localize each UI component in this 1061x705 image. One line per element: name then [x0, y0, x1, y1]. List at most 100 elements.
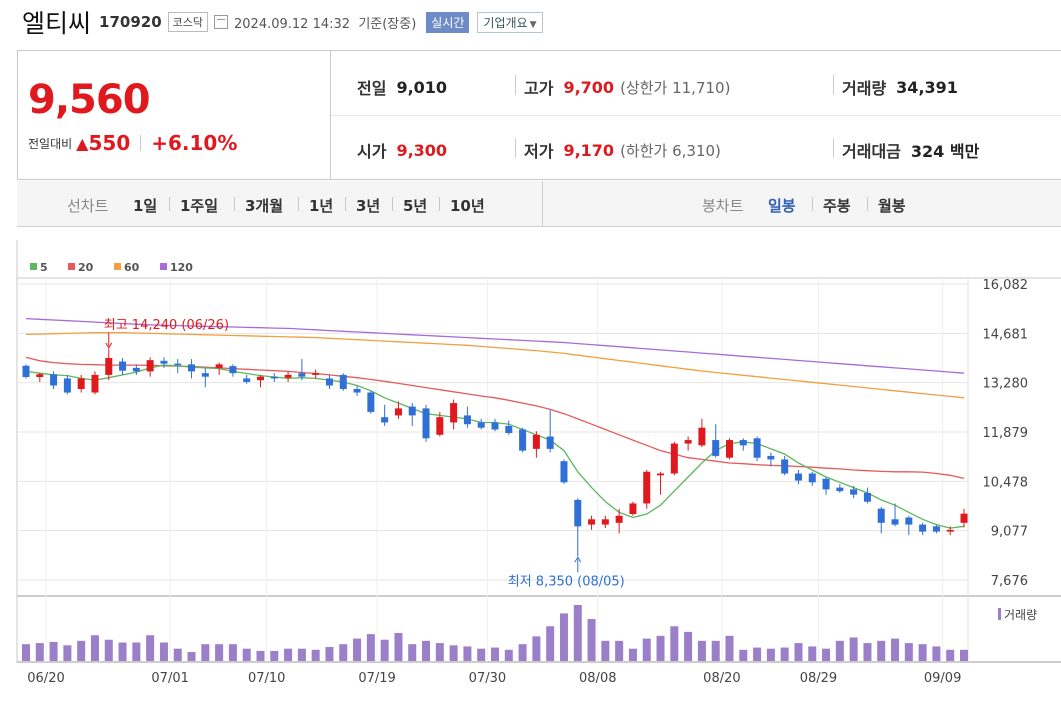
volume-bar: [822, 648, 831, 661]
period-1w[interactable]: 1주일: [180, 197, 219, 215]
candle-body: [767, 455, 775, 460]
stat-label: 시가: [357, 142, 387, 161]
divider: [833, 138, 834, 158]
period-5y[interactable]: 5년: [403, 197, 428, 215]
candle-body: [698, 427, 706, 446]
corp-overview-dropdown[interactable]: 기업개요 ▼: [477, 11, 543, 33]
period-1y[interactable]: 1년: [309, 197, 334, 215]
period-3m[interactable]: 3개월: [245, 197, 284, 215]
y-tick-label: 7,676: [991, 574, 1028, 589]
volume-bar: [159, 642, 168, 661]
volume-bar: [573, 605, 582, 661]
tab-monthly[interactable]: 월봉: [878, 197, 906, 215]
divider: [331, 115, 1061, 116]
volume-bar: [725, 635, 734, 661]
candle-body: [794, 473, 802, 481]
stat-amount: 거래대금 324 백만: [842, 138, 979, 162]
ma5-line: [25, 364, 965, 529]
period-3y[interactable]: 3년: [356, 197, 381, 215]
candle-body: [119, 361, 127, 371]
candle-body: [174, 363, 182, 366]
candle-body: [132, 367, 140, 372]
stat-open: 시가 9,300: [357, 138, 447, 162]
volume-bar: [587, 619, 596, 661]
legend-label: 120: [170, 261, 193, 274]
ma120-line: [25, 317, 965, 374]
y-tick-label: 11,879: [983, 426, 1029, 441]
volume-bar: [104, 639, 113, 661]
volume-bar: [684, 631, 693, 661]
volume-bar: [739, 649, 748, 661]
divider: [812, 197, 813, 211]
y-tick-label: 9,077: [991, 525, 1028, 540]
candle-body: [229, 366, 237, 374]
candle-body: [463, 415, 471, 425]
candle-body: [615, 515, 623, 523]
tab-daily[interactable]: 일봉: [768, 197, 796, 215]
x-tick-label: 07/19: [358, 671, 395, 686]
candle-body: [284, 374, 292, 378]
divider: [392, 197, 393, 211]
period-1d[interactable]: 1일: [133, 197, 158, 215]
candle-body: [270, 376, 278, 379]
candle-body: [712, 440, 720, 456]
stock-chart[interactable]: 5 20 60 120 16,082 14,681 13,280 11,879 10,478 9,…: [0, 240, 1061, 705]
volume-bar: [835, 640, 844, 661]
calendar-icon: [214, 15, 229, 29]
candle-body: [215, 364, 223, 368]
candle-body: [822, 478, 830, 490]
lower-limit: (하한가 6,310): [620, 141, 721, 160]
stat-label: 저가: [524, 142, 554, 161]
candle-body: [243, 378, 251, 382]
volume-bar: [132, 642, 141, 661]
volume-bar: [118, 642, 127, 661]
annotation-high: 최고 14,240 (06/26): [104, 318, 229, 333]
candle-body: [877, 508, 885, 523]
candle-body: [450, 403, 458, 423]
tab-weekly[interactable]: 주봉: [823, 197, 851, 215]
volume-legend-label: 거래량: [1004, 608, 1037, 622]
legend-label: 5: [40, 261, 48, 274]
stat-prev: 전일 9,010: [357, 75, 447, 99]
volume-bar: [394, 633, 403, 661]
stat-value: 9,170: [563, 140, 615, 160]
candle-body: [574, 499, 582, 527]
divider: [169, 197, 170, 211]
corp-overview-label: 기업개요: [483, 15, 528, 30]
volume-bar: [422, 640, 431, 661]
period-10y[interactable]: 10년: [450, 197, 485, 215]
candle-body: [643, 471, 651, 504]
volume-bar: [215, 644, 224, 661]
volume-bar: [380, 639, 389, 661]
volume-bar: [242, 648, 251, 661]
realtime-button[interactable]: 실시간: [426, 11, 470, 33]
market-badge: 코스닥: [167, 12, 209, 32]
volume-bar: [794, 643, 803, 661]
price-box: 9,560 전일대비 ▲ 550 +6.10%: [17, 51, 331, 180]
candle-body: [863, 492, 871, 502]
y-tick-label: 13,280: [983, 377, 1029, 392]
volume-bar: [656, 635, 665, 661]
volume-bar: [904, 643, 913, 661]
stat-label: 전일: [357, 79, 387, 98]
x-tick-label: 08/29: [800, 671, 837, 686]
legend-swatch: [30, 263, 37, 270]
annotation-low-arrowhead: [574, 556, 582, 563]
stat-volume: 거래량 34,391: [842, 75, 958, 99]
divider: [345, 197, 346, 211]
candle-body: [63, 378, 71, 393]
volume-bar: [449, 645, 458, 661]
stat-value: 9,300: [396, 140, 448, 160]
divider: [298, 197, 299, 211]
volume-bar: [670, 626, 679, 661]
candle-body: [339, 374, 347, 390]
stat-value: 324 백만: [910, 142, 980, 161]
candle-body: [257, 376, 264, 381]
candle-body: [657, 473, 665, 476]
legend-label: 60: [124, 261, 140, 274]
candle-body: [436, 417, 444, 435]
volume-bar: [808, 646, 817, 661]
candle-body: [105, 358, 113, 375]
candle-body: [160, 360, 168, 364]
volume-bar: [22, 644, 30, 661]
